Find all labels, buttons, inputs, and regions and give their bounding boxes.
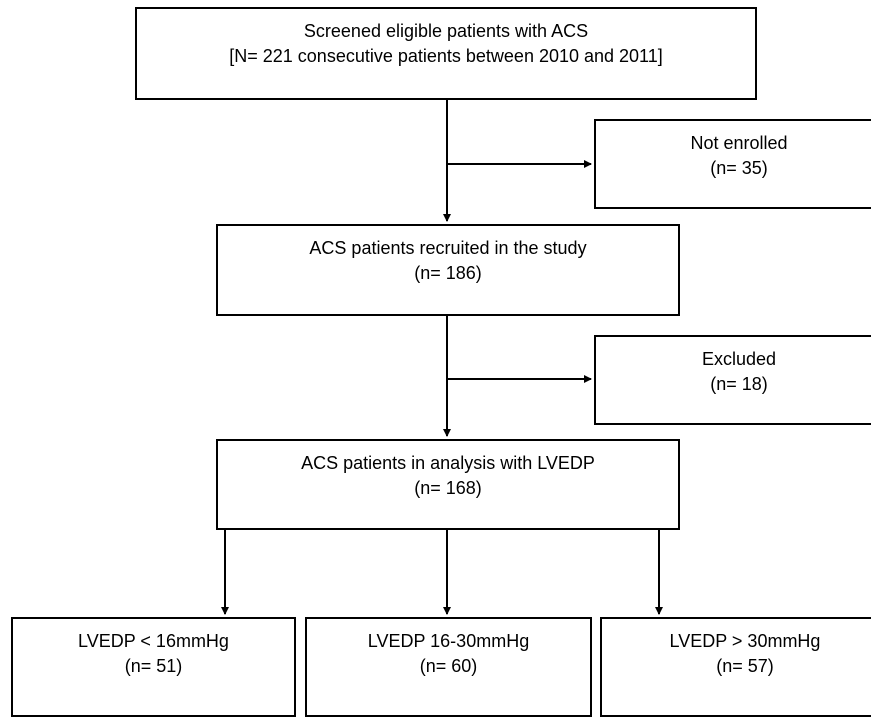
group-high-title: LVEDP > 30mmHg xyxy=(669,631,821,651)
excluded-title: Excluded xyxy=(701,349,777,369)
analysis-title: ACS patients in analysis with LVEDP xyxy=(301,453,595,473)
analysis-box: ACS patients in analysis with LVEDP (n= … xyxy=(216,439,680,530)
group-mid-box: LVEDP 16-30mmHg (n= 60) xyxy=(305,617,592,717)
group-low-title: LVEDP < 16mmHg xyxy=(78,631,229,651)
group-mid-title: LVEDP 16-30mmHg xyxy=(367,631,530,651)
group-low-count: (n= 51) xyxy=(124,656,183,676)
group-high-count: (n= 57) xyxy=(716,656,774,676)
not-enrolled-count: (n= 35) xyxy=(710,158,768,178)
group-mid-count: (n= 60) xyxy=(419,656,478,676)
screened-count: [N= 221 consecutive patients between 201… xyxy=(229,46,663,66)
screened-box: Screened eligible patients with ACS [N= … xyxy=(135,7,757,100)
excluded-box: Excluded (n= 18) xyxy=(594,335,871,425)
not-enrolled-box: Not enrolled (n= 35) xyxy=(594,119,871,209)
recruited-box: ACS patients recruited in the study (n= … xyxy=(216,224,680,316)
recruited-title: ACS patients recruited in the study xyxy=(309,238,587,258)
screened-title: Screened eligible patients with ACS xyxy=(303,21,589,41)
excluded-count: (n= 18) xyxy=(710,374,768,394)
recruited-count: (n= 186) xyxy=(414,263,482,283)
analysis-count: (n= 168) xyxy=(414,478,482,498)
group-high-box: LVEDP > 30mmHg (n= 57) xyxy=(600,617,871,717)
not-enrolled-title: Not enrolled xyxy=(690,133,788,153)
group-low-box: LVEDP < 16mmHg (n= 51) xyxy=(11,617,296,717)
